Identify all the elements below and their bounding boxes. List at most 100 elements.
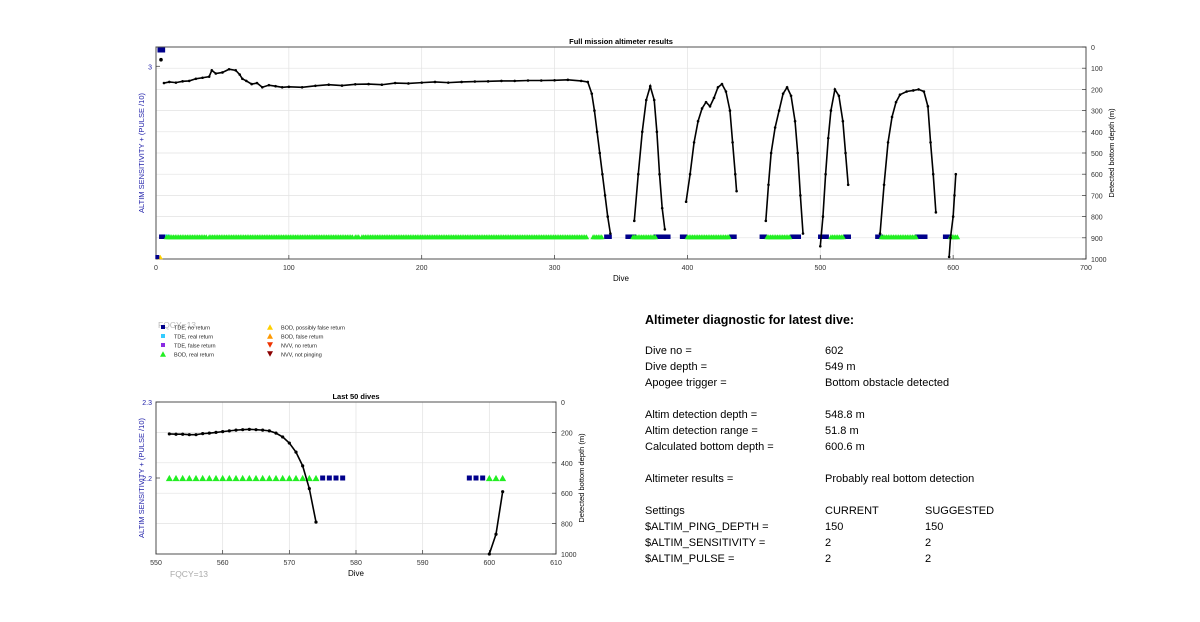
last50-depth-point — [207, 431, 211, 435]
full-depth-point — [593, 109, 596, 112]
altim-range-value: 51.8 m — [825, 425, 859, 437]
legend-marker — [161, 343, 165, 347]
last50-depth-point — [501, 490, 505, 494]
full-depth-point — [951, 215, 955, 218]
last50-x-tick-label: 580 — [350, 560, 362, 567]
legend-label: TDE, false return — [174, 344, 216, 350]
full-depth-point — [174, 81, 178, 84]
last50-depth-point — [247, 427, 251, 431]
last50-depth-point — [494, 532, 498, 536]
full-top-tde-marker — [160, 47, 166, 53]
full-right-y-tick-label: 0 — [1091, 45, 1095, 52]
full-depth-point — [954, 172, 958, 176]
full-depth-point — [245, 79, 248, 83]
full-depth-point — [837, 94, 841, 98]
full-depth-point — [167, 80, 171, 84]
full-depth-point — [162, 81, 166, 85]
full-depth-point — [911, 89, 915, 92]
last50-tde-no-return-marker — [320, 475, 326, 481]
full-depth-point — [660, 206, 664, 210]
last50-depth-point — [267, 429, 271, 433]
last50-depth-point — [287, 441, 291, 445]
pulse-row: $ALTIM_PULSE = 2 2 — [645, 551, 1065, 567]
dive-no-label: Dive no = — [645, 345, 692, 357]
last50-bod-real-marker — [219, 474, 227, 482]
last50-depth-point — [314, 520, 318, 524]
full-depth-point — [566, 78, 570, 82]
full-depth-point — [658, 172, 661, 176]
current-header: CURRENT — [825, 505, 879, 517]
last50-bod-real-marker — [485, 474, 493, 482]
full-depth-point — [769, 151, 773, 155]
sensitivity-suggested: 2 — [925, 537, 932, 549]
last50-tde-no-return-marker — [466, 475, 472, 481]
full-depth-point — [894, 100, 898, 104]
ping-depth-label: $ALTIM_PING_DEPTH = — [645, 521, 769, 533]
full-depth-point — [688, 172, 692, 176]
last50-bod-real-marker — [312, 474, 320, 482]
legend-label: BOD, false return — [281, 335, 324, 341]
legend-label: BOD, possibly false return — [281, 326, 345, 332]
full-depth-point — [194, 77, 198, 81]
full-depth-point — [380, 83, 384, 87]
calc-bottom-label: Calculated bottom depth = — [645, 441, 774, 453]
last50-bod-real-marker — [305, 474, 313, 482]
full-ylabel-right: Detected bottom depth (m) — [1107, 108, 1116, 198]
full-bod-real-marker — [913, 234, 919, 240]
full-depth-point — [663, 228, 667, 231]
legend-label: NVV, not pinging — [281, 353, 322, 359]
full-depth-point — [234, 69, 238, 72]
full-depth-point — [267, 83, 271, 87]
full-depth-point — [886, 141, 890, 144]
full-depth-point — [733, 172, 737, 176]
last50-bod-real-marker — [292, 474, 300, 482]
last50-depth-point — [261, 428, 265, 432]
full-depth-point — [300, 85, 304, 89]
full-depth-point — [367, 82, 370, 86]
full-depth-point — [327, 83, 331, 87]
legend-marker — [160, 351, 166, 357]
full-depth-point — [720, 82, 724, 86]
full-depth-point — [712, 96, 716, 100]
last50-bod-real-marker — [259, 474, 267, 482]
last50-x-tick-label: 590 — [417, 560, 429, 567]
full-depth-point — [781, 92, 785, 95]
full-x-tick-label: 500 — [814, 265, 826, 272]
full-plot-border — [155, 46, 1087, 260]
full-depth-point — [724, 90, 728, 93]
full-depth-point — [241, 77, 244, 81]
legend-marker — [267, 324, 273, 330]
diagnostic-title: Altimeter diagnostic for latest dive: — [645, 313, 855, 327]
last50-bod-real-marker — [225, 474, 233, 482]
full-depth-point — [692, 141, 696, 144]
pulse-current: 2 — [825, 553, 832, 565]
full-depth-point — [181, 80, 184, 83]
full-depth-point — [799, 194, 802, 197]
full-depth-point — [878, 232, 882, 235]
last50-left-y-tick-label: 2.2 — [142, 476, 152, 483]
full-depth-point — [221, 71, 224, 74]
last50-tde-no-return-marker — [340, 475, 346, 481]
last50-bod-real-marker — [165, 474, 173, 482]
last50-x-tick-label: 560 — [217, 560, 229, 567]
full-tde-no-return-marker — [160, 234, 166, 239]
full-depth-point — [773, 126, 777, 129]
last50-bod-real-marker — [232, 474, 240, 482]
last50-depth-point — [487, 552, 491, 556]
last50-depth-point — [234, 428, 238, 432]
sensitivity-row: $ALTIM_SENSITIVITY = 2 2 — [645, 535, 1065, 551]
legend-marker — [267, 342, 273, 348]
legend-label: NVV, no return — [281, 344, 317, 350]
dive-depth-label: Dive depth = — [645, 361, 708, 373]
full-depth-point — [684, 200, 688, 204]
last50-bod-real-marker — [492, 474, 500, 482]
last50-plot-border — [155, 401, 557, 555]
full-depth-point — [929, 141, 932, 144]
full-depth-point — [818, 244, 822, 248]
full-depth-point — [716, 85, 720, 89]
full-depth-point — [789, 94, 793, 98]
full-right-y-tick-label: 500 — [1091, 151, 1103, 158]
full-depth-point — [446, 81, 450, 84]
full-depth-point — [949, 236, 952, 240]
